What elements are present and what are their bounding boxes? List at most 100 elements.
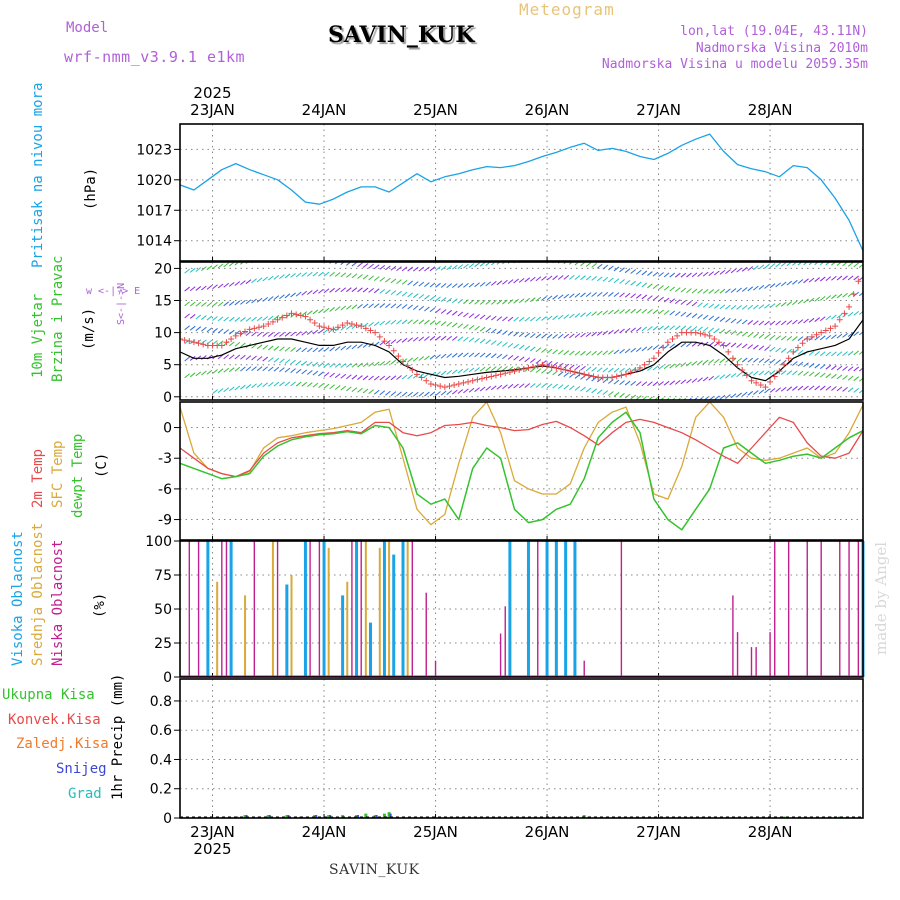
wind-barb <box>284 293 291 299</box>
wind-barb <box>518 278 525 283</box>
wind-barb <box>513 298 519 304</box>
wind-barb <box>390 319 397 325</box>
wind-barb <box>635 381 642 387</box>
wind-barb <box>463 299 469 305</box>
wind-gust-marker <box>376 333 383 340</box>
wind-barb <box>535 368 542 373</box>
cloud-high-bar <box>285 584 289 677</box>
wind-barb <box>490 340 497 346</box>
wind-barb <box>674 311 681 316</box>
wind-barb <box>189 286 196 292</box>
wind-barb <box>429 282 436 288</box>
wind-barb <box>574 262 580 266</box>
wind-barb <box>189 372 196 378</box>
wind-barb <box>753 304 759 310</box>
wind-barb <box>596 367 603 373</box>
wind-barb <box>195 314 202 320</box>
wind-gust-marker <box>381 338 388 345</box>
wind-gust-marker <box>725 348 732 355</box>
wind-barb <box>658 272 664 277</box>
model-elevation: Nadmorska Visina u modelu 2059.35m <box>601 57 868 72</box>
wind-barb <box>792 279 798 285</box>
wind-barb <box>251 278 257 284</box>
wind-barb <box>730 304 737 310</box>
wind-gust-marker <box>404 362 411 369</box>
wind-barb <box>385 320 391 326</box>
wind-barb <box>725 288 731 294</box>
wind-barb <box>708 359 715 364</box>
wind-barb <box>217 316 224 322</box>
wind-barb <box>836 351 843 357</box>
wind-barb <box>212 369 218 374</box>
wind-barb <box>608 292 614 297</box>
wind-barb <box>507 342 514 348</box>
wind-barb <box>808 277 815 283</box>
wind-gust-marker <box>353 322 360 329</box>
wind-barb <box>507 279 514 284</box>
wind-barb <box>524 383 531 388</box>
wind-gust-marker <box>488 373 495 380</box>
wind-barb <box>725 329 731 335</box>
wind-barb <box>351 304 358 310</box>
cloud-high-bar <box>382 541 386 677</box>
wind-barb <box>769 387 776 393</box>
cloud-low-bar <box>504 606 506 677</box>
wind-barb <box>267 381 274 387</box>
cloud-low-bar <box>755 647 757 677</box>
wind-barb <box>513 383 519 389</box>
wind-barb <box>273 346 280 351</box>
wind-barb <box>825 364 832 370</box>
wind-barb <box>340 325 347 331</box>
wind-barb <box>502 299 508 305</box>
wind-barb <box>786 280 793 286</box>
wind-barb <box>385 340 391 345</box>
wind-barb <box>797 319 804 324</box>
wind-barb <box>557 349 564 355</box>
wind-barb <box>836 365 843 371</box>
wind-barb <box>435 320 441 326</box>
wind-barb <box>635 293 642 299</box>
wind-barb <box>206 369 213 375</box>
wind-barb <box>312 361 319 367</box>
wind-barb <box>797 385 804 391</box>
wind-barb <box>468 263 475 268</box>
pressure-line <box>180 133 863 252</box>
wind-gust-marker <box>418 374 425 381</box>
wind-barb <box>351 362 358 368</box>
sfc-temp-line <box>180 402 863 526</box>
wind-gust-marker <box>246 326 253 333</box>
wind-barb <box>524 297 531 303</box>
wind-barb <box>842 375 848 380</box>
wind-gust-marker <box>497 371 504 378</box>
wind-barb <box>212 340 218 345</box>
wind-barb <box>189 339 196 345</box>
wind-barb <box>665 397 670 400</box>
footer-station: SAVIN_KUK <box>329 862 420 878</box>
wind-barb <box>674 379 681 385</box>
wind-barb <box>262 345 269 350</box>
wind-barb <box>764 334 770 340</box>
wind-barb <box>775 282 781 288</box>
wind-barb <box>814 351 820 356</box>
wind-barb <box>490 299 497 305</box>
wind-barb <box>496 299 503 305</box>
wind-barb <box>284 331 291 337</box>
date-label-bottom: 25JAN <box>413 823 458 841</box>
wind-barb <box>234 317 241 322</box>
wind-barb <box>435 296 441 302</box>
wind-barb <box>736 267 742 273</box>
wind-barb <box>206 301 213 307</box>
wind-barb <box>585 292 592 298</box>
cloud-low-bar <box>351 541 353 677</box>
wind-barb <box>613 278 620 284</box>
wind-barb <box>318 383 324 388</box>
wind-barb <box>580 386 586 392</box>
wind-barb <box>831 373 837 379</box>
cloud-high-bar <box>229 541 233 677</box>
wind-barb <box>697 314 703 319</box>
wind-barb <box>831 294 837 300</box>
wind-gust-marker <box>804 336 811 343</box>
wind-barb <box>786 320 793 325</box>
wind-barb <box>613 349 620 355</box>
cloud-low-bar <box>750 647 753 677</box>
